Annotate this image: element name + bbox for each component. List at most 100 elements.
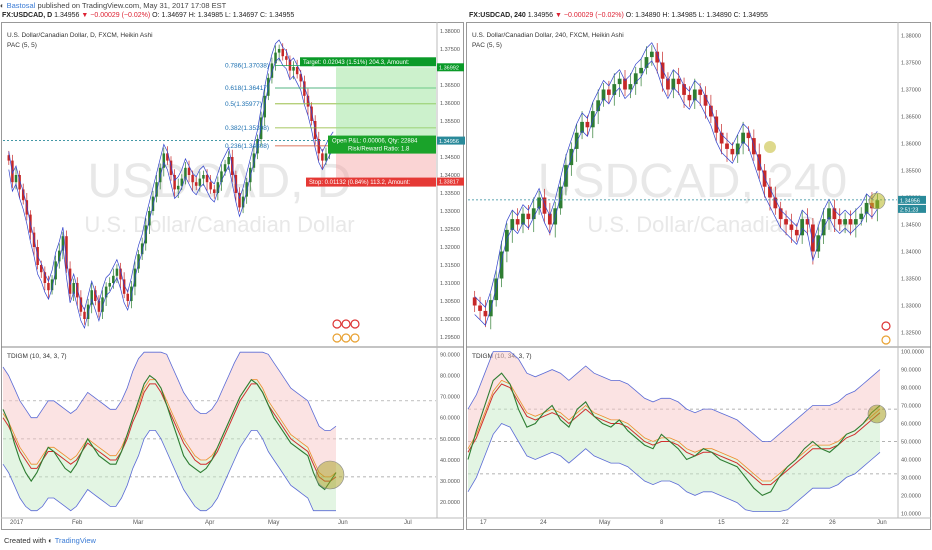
- right-candle-body: [612, 84, 617, 95]
- right-timer-tag: [898, 204, 926, 213]
- left-candle-body: [270, 63, 274, 78]
- left-chart-title: U.S. Dollar/Canadian Dollar, D, FXCM, He…: [7, 32, 153, 39]
- position-target-tag: [437, 63, 464, 72]
- left-osc-highlight-circle: [315, 460, 345, 490]
- right-ytick: 1.35500: [901, 169, 921, 175]
- left-candle-body: [122, 279, 126, 294]
- right-candle-body: [494, 278, 499, 301]
- left-candle-body: [151, 196, 155, 211]
- left-candle-body: [212, 189, 216, 193]
- left-osc-rsi-line: [2, 374, 337, 491]
- right-candle-body: [607, 89, 611, 95]
- position-stop-tag: [437, 177, 464, 186]
- right-candle-body: [526, 213, 531, 220]
- left-candle-body: [7, 155, 11, 161]
- right-price-tag: [898, 195, 926, 204]
- left-candle-body: [108, 283, 111, 287]
- right-candle-body: [789, 224, 794, 230]
- right-symbol[interactable]: FX:USDCAD, 240: [469, 12, 526, 19]
- left-candle-body: [90, 290, 93, 305]
- position-target-box: [300, 57, 436, 67]
- right-candle-body: [671, 78, 676, 90]
- right-candle-body: [821, 219, 826, 236]
- right-candle-body: [478, 305, 482, 311]
- left-ytick: 1.33500: [440, 191, 460, 197]
- left-osc-ytick: 20.0000: [440, 500, 460, 506]
- right-candle-body: [601, 89, 606, 101]
- left-candle-body: [310, 106, 313, 121]
- right-xtick: 24: [540, 520, 547, 526]
- left-candle-body: [166, 153, 169, 161]
- left-osc-upper-band: [2, 351, 337, 431]
- left-candle-body: [187, 167, 191, 175]
- left-event-flag-icon: [332, 319, 342, 329]
- right-osc-upper-fill: [468, 351, 880, 481]
- left-symbol[interactable]: FX:USDCAD, D: [2, 12, 53, 19]
- left-osc-ytick: 80.0000: [440, 373, 460, 379]
- footer-brand[interactable]: TradingView: [54, 536, 96, 545]
- left-symbol-header: FX:USDCAD, D 1.34956 ▼ −0.00029 (−0.02%)…: [2, 11, 294, 21]
- left-ytick: 1.33000: [440, 209, 460, 215]
- left-xtick: Apr: [205, 520, 214, 526]
- left-candle-body: [285, 56, 288, 60]
- right-osc-ytick: 100.0000: [901, 350, 924, 356]
- left-candle-body: [119, 268, 122, 280]
- left-price-tag-text: 1.34956: [439, 139, 459, 145]
- right-osc-rsi-line: [467, 372, 881, 497]
- right-osc-ytick: 10.0000: [901, 511, 921, 517]
- right-watermark-name: U.S. Dollar/Canadian Dollar: [587, 212, 857, 237]
- left-pac-upper-line: [8, 39, 334, 312]
- left-xtick: 2017: [10, 520, 24, 526]
- left-candle-body: [241, 196, 245, 208]
- right-candle-body: [521, 213, 525, 225]
- right-osc-signal-line: [467, 383, 881, 486]
- fib-level-label: 0.382(1.35308): [225, 125, 269, 132]
- fib-level-label: 0.786(1.37038): [225, 63, 269, 70]
- right-event-flag-icon: [881, 321, 891, 331]
- right-candle-body: [617, 78, 622, 85]
- left-event-flag-icon: [341, 333, 351, 343]
- fib-level-label: 0.618(1.36417): [225, 85, 269, 92]
- left-candle-body: [47, 283, 50, 291]
- left-candle-body: [79, 297, 83, 312]
- right-candle-body: [773, 197, 778, 209]
- right-candle-body: [623, 78, 627, 90]
- author-link[interactable]: Bastosal: [6, 1, 36, 10]
- right-candle-body: [574, 132, 579, 149]
- left-candle-body: [274, 52, 277, 64]
- right-candle-body: [649, 51, 654, 58]
- left-candle-body: [277, 49, 281, 53]
- publish-text: published on TradingView.com, May 31, 20…: [37, 1, 227, 10]
- left-ytick: 1.35500: [440, 119, 460, 125]
- right-price: 1.34956: [527, 12, 554, 19]
- right-ytick: 1.36000: [901, 142, 921, 148]
- left-high: H: 1.34985: [188, 12, 223, 19]
- right-candle-body: [719, 132, 724, 144]
- left-candle-body: [191, 175, 194, 183]
- right-candle-body: [692, 89, 697, 101]
- left-candle-body: [155, 182, 158, 197]
- left-ytick: 1.37500: [440, 47, 460, 53]
- left-open: O: 1.34697: [152, 12, 187, 19]
- left-candle-body: [303, 81, 306, 96]
- right-candle-body: [655, 51, 660, 63]
- position-rr-text: Risk/Reward Ratio: 1.8: [348, 147, 410, 153]
- left-candle-body: [249, 167, 252, 183]
- left-candle-body: [50, 279, 54, 291]
- position-stop-text: Stop: 0.01132 (0.84%) 113.2, Amount:: [309, 180, 411, 186]
- right-candle-body: [698, 89, 703, 95]
- left-osc-ytick: 90.0000: [440, 352, 460, 358]
- left-xtick: May: [268, 520, 279, 526]
- left-osc-signal-line: [2, 383, 337, 482]
- left-low: L: 1.34697: [224, 12, 259, 19]
- right-ytick: 1.37000: [901, 88, 921, 94]
- left-candle-body: [288, 59, 292, 71]
- right-candle-body: [784, 219, 788, 225]
- left-candle-body: [299, 74, 303, 82]
- right-candle-body: [714, 116, 719, 133]
- right-candle-body: [644, 57, 649, 68]
- right-close: C: 1.34955: [733, 12, 768, 19]
- right-candle-body: [531, 208, 536, 220]
- left-candle-body: [306, 95, 310, 107]
